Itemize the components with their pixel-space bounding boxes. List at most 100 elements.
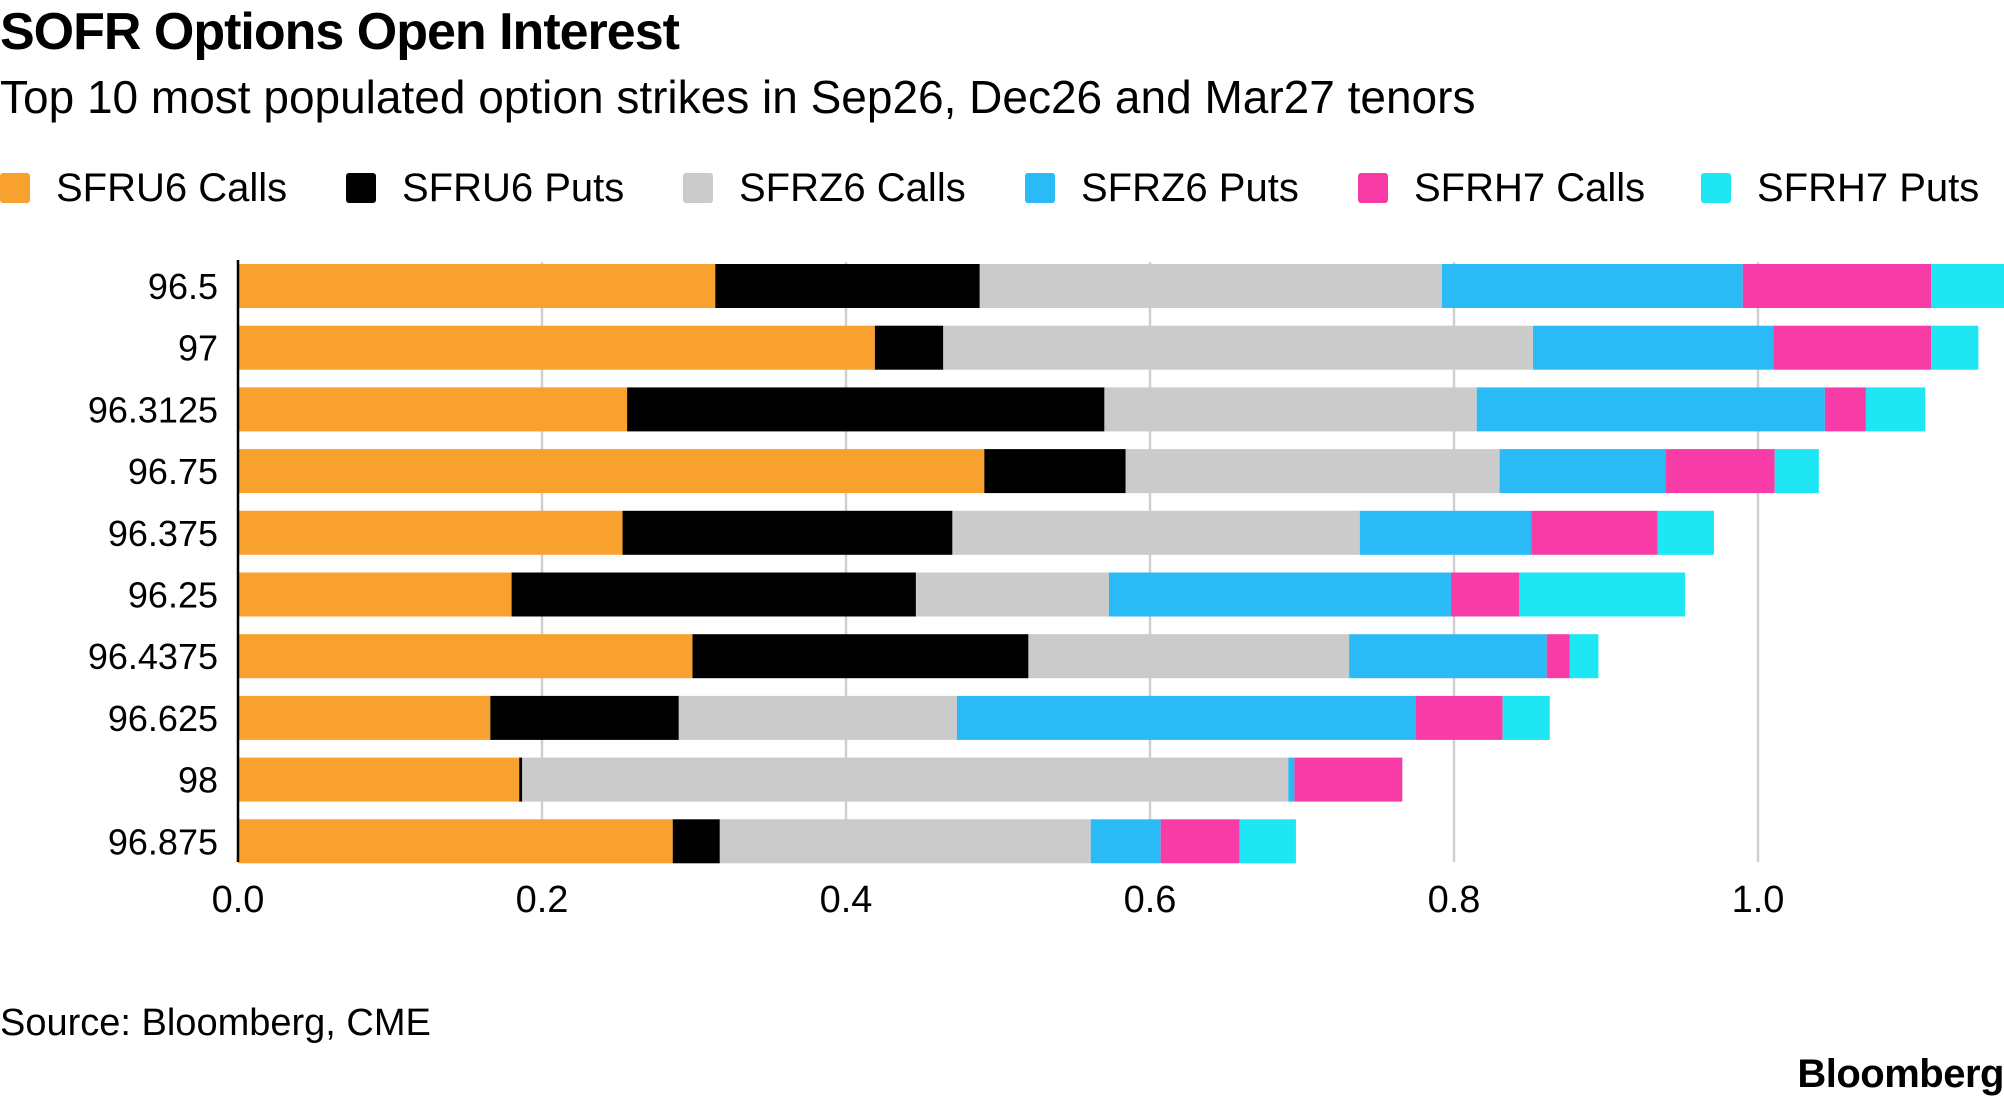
- chart-title: SOFR Options Open Interest: [0, 3, 680, 61]
- legend-item-sfrz6-calls: SFRZ6 Calls: [683, 160, 966, 216]
- bar-97-sfrh7-puts: [1931, 325, 1979, 370]
- legend-label-sfrh7-puts: SFRH7 Puts: [1757, 165, 1980, 210]
- bar-96-25-sfrz6-puts: [1108, 572, 1451, 617]
- bar-96-25-sfru6-puts: [511, 572, 916, 617]
- bar-96-3125-sfrz6-puts: [1476, 387, 1825, 432]
- bar-96-25-sfrh7-calls: [1450, 572, 1520, 617]
- y-tick-label-96-875: 96.875: [108, 821, 218, 862]
- y-tick-label-98: 98: [178, 760, 218, 801]
- y-tick-label-96-4375: 96.4375: [88, 636, 218, 677]
- bar-96-3125-sfrh7-calls: [1824, 387, 1866, 432]
- bar-96-3125-sfru6-puts: [627, 387, 1105, 432]
- bar-97-sfrz6-calls: [943, 325, 1534, 370]
- bar-96-375-sfrh7-calls: [1531, 510, 1658, 555]
- bar-96-4375-sfrz6-puts: [1349, 634, 1547, 679]
- legend-label-sfrh7-calls: SFRH7 Calls: [1414, 165, 1646, 210]
- bar-96-25-sfrz6-calls: [915, 572, 1109, 617]
- bar-96-375-sfru6-puts: [622, 510, 953, 555]
- bar-96-5-sfrz6-puts: [1441, 264, 1743, 308]
- bar-96-375-sfrz6-calls: [952, 510, 1360, 555]
- bar-96-75-sfrh7-puts: [1774, 449, 1819, 494]
- bar-96-625-sfrz6-puts: [956, 695, 1416, 740]
- bar-96-875-sfru6-puts: [672, 819, 720, 864]
- bar-97-sfru6-calls: [238, 325, 875, 370]
- bar-96-25-sfru6-calls: [238, 572, 512, 617]
- bar-96-3125-sfrz6-calls: [1104, 387, 1477, 432]
- bar-98-sfrz6-calls: [522, 757, 1289, 802]
- bar-96-5-sfrh7-puts: [1931, 264, 2004, 308]
- legend-swatch-sfru6-puts: [346, 173, 376, 203]
- legend-item-sfrh7-calls: SFRH7 Calls: [1358, 160, 1645, 216]
- bar-96-5-sfru6-calls: [238, 264, 716, 308]
- legend-swatch-sfru6-calls: [0, 173, 30, 203]
- legend-item-sfru6-puts: SFRU6 Puts: [346, 160, 624, 216]
- bar-96-75-sfru6-calls: [238, 449, 985, 494]
- bar-98-sfru6-puts: [519, 757, 523, 802]
- bar-96-5-sfrh7-calls: [1742, 264, 1932, 308]
- chart-legend: SFRU6 Calls SFRU6 Puts SFRZ6 Calls SFRZ6…: [0, 160, 2004, 216]
- legend-label-sfrz6-puts: SFRZ6 Puts: [1081, 165, 1299, 210]
- legend-label-sfru6-calls: SFRU6 Calls: [56, 165, 288, 210]
- legend-swatch-sfrz6-calls: [683, 173, 713, 203]
- bar-96-875-sfru6-calls: [238, 819, 673, 864]
- bar-96-75-sfrh7-calls: [1665, 449, 1775, 494]
- legend-swatch-sfrz6-puts: [1025, 173, 1055, 203]
- source-note: Source: Bloomberg, CME: [0, 1002, 431, 1044]
- legend-swatch-sfrh7-puts: [1701, 173, 1731, 203]
- bar-96-625-sfru6-puts: [490, 695, 679, 740]
- brand-logo: Bloomberg: [1797, 1052, 2004, 1096]
- bar-96-5-sfru6-puts: [715, 264, 980, 308]
- bar-96-375-sfru6-calls: [238, 510, 623, 555]
- bars: [238, 264, 2004, 864]
- legend-item-sfrh7-puts: SFRH7 Puts: [1701, 160, 1979, 216]
- x-tick-label-1: 0.2: [516, 879, 569, 921]
- legend-item-sfru6-calls: SFRU6 Calls: [0, 160, 287, 216]
- axes: 96.5 97 96.3125 96.75 96.375 96.25 96.4375 96.6…: [88, 260, 1785, 921]
- bar-96-625-sfrz6-calls: [678, 695, 957, 740]
- y-tick-label-97: 97: [178, 328, 218, 369]
- bar-96-375-sfrz6-puts: [1359, 510, 1532, 555]
- bar-96-3125-sfru6-calls: [238, 387, 628, 432]
- y-tick-label-96-25: 96.25: [128, 575, 218, 616]
- bar-96-4375-sfru6-puts: [692, 634, 1029, 679]
- legend-label-sfru6-puts: SFRU6 Puts: [402, 165, 625, 210]
- x-tick-label-2: 0.4: [820, 879, 873, 921]
- bar-96-625-sfrh7-puts: [1502, 695, 1550, 740]
- bar-96-875-sfrh7-puts: [1239, 819, 1296, 864]
- legend-label-sfrz6-calls: SFRZ6 Calls: [739, 165, 966, 210]
- bar-96-75-sfrz6-calls: [1125, 449, 1500, 494]
- bar-96-625-sfrh7-calls: [1416, 695, 1503, 740]
- bar-96-875-sfrh7-calls: [1160, 819, 1240, 864]
- legend-swatch-sfrh7-calls: [1358, 173, 1388, 203]
- bar-98-sfrz6-puts: [1288, 757, 1295, 802]
- bar-96-375-sfrh7-puts: [1657, 510, 1714, 555]
- bar-96-3125-sfrh7-puts: [1865, 387, 1926, 432]
- y-tick-label-96-375: 96.375: [108, 513, 218, 554]
- bar-96-4375-sfrz6-calls: [1028, 634, 1350, 679]
- y-tick-label-96-5: 96.5: [148, 266, 218, 307]
- x-tick-label-0: 0.0: [212, 879, 265, 921]
- legend-item-sfrz6-puts: SFRZ6 Puts: [1025, 160, 1299, 216]
- bar-96-25-sfrh7-puts: [1519, 572, 1686, 617]
- bar-96-75-sfrz6-puts: [1499, 449, 1666, 494]
- bar-96-4375-sfru6-calls: [238, 634, 693, 679]
- bar-97-sfrh7-calls: [1773, 325, 1932, 370]
- x-tick-label-4: 0.8: [1428, 879, 1481, 921]
- bar-96-875-sfrz6-calls: [719, 819, 1091, 864]
- x-tick-label-3: 0.6: [1124, 879, 1177, 921]
- y-tick-label-96-75: 96.75: [128, 451, 218, 492]
- bar-97-sfrz6-puts: [1533, 325, 1774, 370]
- bar-98-sfru6-calls: [238, 757, 520, 802]
- bar-96-4375-sfrh7-puts: [1569, 634, 1599, 679]
- bar-96-75-sfru6-puts: [984, 449, 1126, 494]
- bar-96-625-sfru6-calls: [238, 695, 491, 740]
- bar-98-sfrh7-calls: [1294, 757, 1403, 802]
- y-tick-label-96-625: 96.625: [108, 698, 218, 739]
- y-tick-label-96-3125: 96.3125: [88, 389, 218, 430]
- chart-subtitle: Top 10 most populated option strikes in …: [0, 71, 1476, 123]
- bar-96-875-sfrz6-puts: [1090, 819, 1161, 864]
- bar-96-5-sfrz6-calls: [979, 264, 1442, 308]
- x-tick-label-5: 1.0: [1732, 879, 1785, 921]
- bar-96-4375-sfrh7-calls: [1546, 634, 1570, 679]
